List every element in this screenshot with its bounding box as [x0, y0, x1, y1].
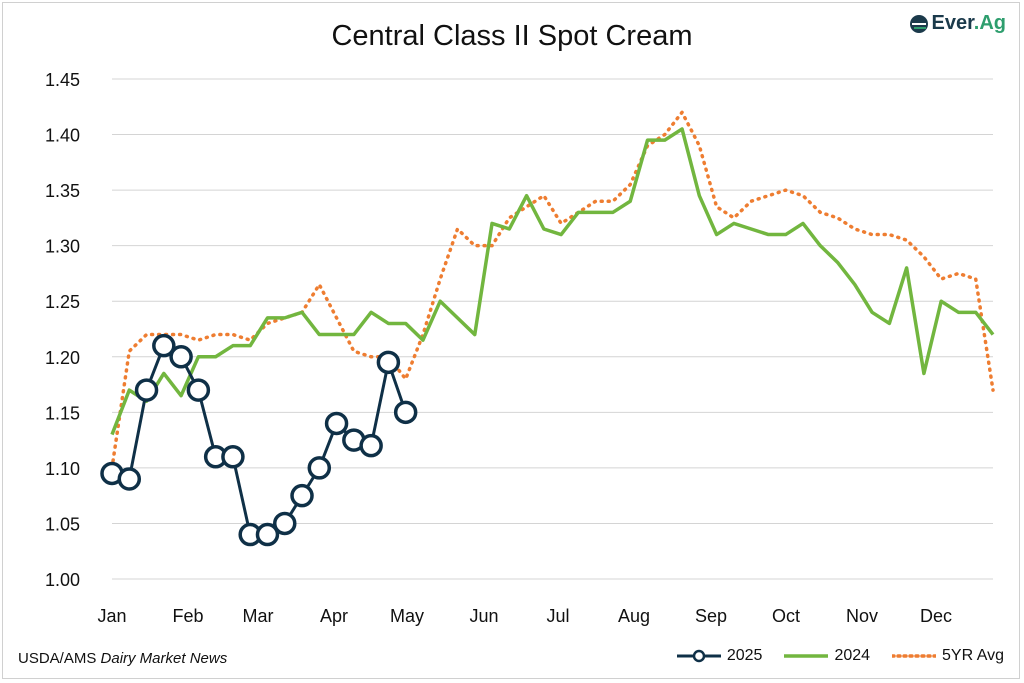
y-tick-label: 1.00 [45, 570, 80, 590]
y-tick-label: 1.40 [45, 126, 80, 146]
series-line-2 [110, 110, 995, 470]
data-point-2025 [290, 483, 314, 508]
data-point-2025 [255, 522, 280, 547]
x-tick-label: Feb [172, 606, 203, 626]
y-tick-label: 1.15 [45, 403, 80, 423]
data-point-2025 [117, 467, 142, 491]
data-point-2025 [134, 378, 159, 402]
legend-5yr: 5YR Avg [892, 647, 1004, 665]
source-prefix: USDA/AMS [18, 650, 101, 667]
y-tick-label: 1.35 [45, 181, 80, 201]
x-tick-label: Jun [469, 606, 498, 626]
logo-icon [909, 14, 928, 33]
legend-swatch-2024 [784, 654, 829, 658]
legend-label: 2024 [834, 647, 871, 664]
data-point-2025 [221, 445, 245, 469]
chart-title: Central Class II Spot Cream [331, 20, 693, 52]
y-tick-label: 1.20 [45, 348, 80, 368]
data-point-2025 [272, 511, 297, 536]
legend-swatch-2025 [676, 649, 721, 663]
x-tick-label: Aug [618, 606, 650, 626]
x-tick-label: May [390, 606, 424, 626]
data-point-2025 [393, 400, 418, 425]
everag-logo: Ever.Ag [909, 12, 1006, 35]
x-tick-label: Mar [243, 606, 274, 626]
data-point-2025 [152, 333, 176, 358]
y-tick-label: 1.30 [45, 237, 80, 257]
y-tick-label: 1.25 [45, 292, 80, 312]
y-tick-label: 1.10 [45, 459, 80, 479]
legend-label: 2025 [726, 647, 763, 664]
legend-2025: 2025 [676, 647, 763, 665]
source-publication: Dairy Market News [100, 650, 228, 667]
x-tick-label: Nov [846, 606, 878, 626]
x-tick-label: Jul [546, 606, 569, 626]
x-tick-label: Oct [772, 606, 800, 626]
logo-text: Ever [931, 12, 974, 34]
legend-swatch-5yr [892, 654, 937, 658]
source-note: USDA/AMS Dairy Market News [18, 650, 227, 667]
y-tick-label: 1.05 [45, 514, 80, 534]
data-point-2025 [376, 350, 401, 375]
legend-label: 5YR Avg [942, 647, 1004, 664]
data-point-2025 [186, 378, 211, 402]
data-point-2025 [324, 411, 349, 436]
x-tick-label: Sep [695, 606, 727, 626]
x-tick-label: Dec [920, 606, 952, 626]
data-point-2025 [169, 345, 193, 369]
y-tick-label: 1.45 [45, 70, 80, 90]
logo-accent: .Ag [973, 12, 1006, 34]
series-line-1 [110, 127, 995, 436]
x-tick-label: Apr [320, 606, 348, 626]
x-tick-label: Jan [97, 606, 126, 626]
legend-2024: 2024 [784, 647, 870, 665]
data-point-2025 [307, 456, 332, 480]
data-point-2025 [359, 433, 383, 458]
legend: 2025 2024 5YR Avg [676, 647, 1004, 665]
